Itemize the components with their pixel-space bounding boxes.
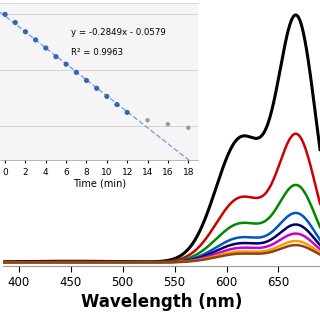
X-axis label: Time (min): Time (min) — [73, 178, 126, 188]
Text: R² = 0.9963: R² = 0.9963 — [71, 48, 124, 57]
Point — [64, 62, 69, 67]
Point — [3, 12, 8, 17]
Text: y = -0.2849x - 0.0579: y = -0.2849x - 0.0579 — [71, 28, 166, 36]
Point — [186, 125, 191, 130]
Point — [124, 110, 130, 115]
Point — [53, 54, 59, 59]
Point — [145, 118, 150, 123]
Point — [84, 78, 89, 83]
Point — [33, 37, 38, 43]
Point — [13, 20, 18, 25]
Point — [104, 94, 109, 99]
Point — [115, 102, 120, 107]
Point — [23, 29, 28, 34]
Point — [74, 70, 79, 75]
Point — [43, 45, 48, 51]
X-axis label: Wavelength (nm): Wavelength (nm) — [81, 293, 242, 311]
Point — [94, 86, 99, 91]
Point — [165, 122, 171, 127]
